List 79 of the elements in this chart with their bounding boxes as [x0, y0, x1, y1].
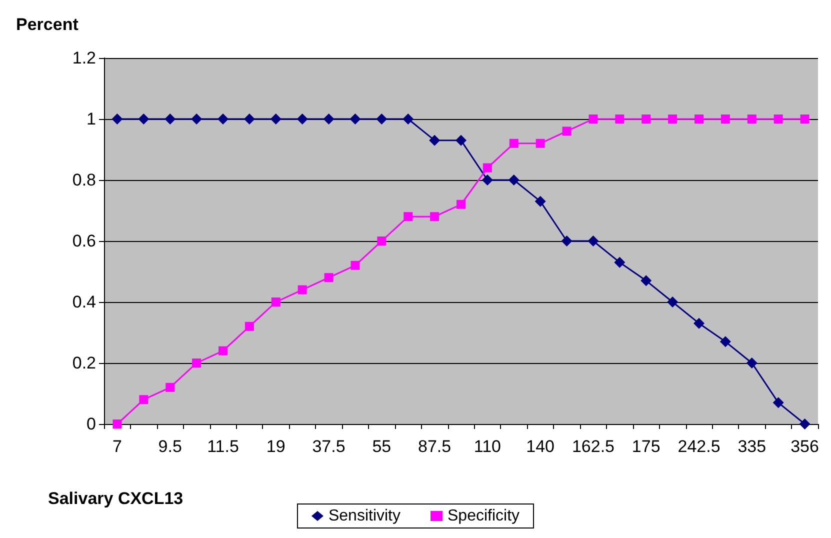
- y-axis-title: Percent: [16, 15, 79, 34]
- y-tick-label: 0.8: [72, 170, 96, 190]
- legend-label: Specificity: [448, 508, 520, 524]
- point: [588, 236, 599, 246]
- point: [482, 163, 492, 172]
- point: [562, 126, 572, 136]
- x-tick-label: 162.5: [572, 437, 614, 456]
- x-tick-label: 356: [790, 437, 819, 456]
- point: [270, 114, 282, 124]
- point: [694, 114, 704, 124]
- point: [456, 200, 466, 209]
- point: [404, 212, 413, 222]
- point: [429, 134, 440, 146]
- x-tick-label: 55: [372, 437, 392, 456]
- point: [298, 285, 307, 294]
- x-tick-label: 9.5: [158, 437, 182, 456]
- y-tick-label: 0.2: [72, 354, 96, 372]
- x-axis-title: Salivary CXCL13: [48, 489, 184, 508]
- point: [139, 395, 148, 404]
- point: [534, 196, 546, 207]
- point: [667, 296, 678, 308]
- point: [138, 114, 150, 124]
- point: [376, 114, 388, 124]
- x-tick-label: 242.5: [678, 437, 720, 456]
- point: [377, 236, 386, 246]
- x-tick-label: 37.5: [312, 437, 346, 456]
- point: [642, 114, 651, 124]
- point: [720, 114, 730, 124]
- x-tick-label: 7: [112, 437, 122, 456]
- point: [456, 134, 466, 146]
- point: [561, 236, 572, 246]
- point: [112, 420, 122, 428]
- point: [615, 114, 624, 124]
- y-tick-label: 0: [86, 414, 96, 434]
- point: [350, 114, 361, 124]
- point: [668, 114, 678, 124]
- point: [430, 212, 440, 222]
- point: [747, 114, 756, 124]
- point: [614, 256, 626, 268]
- x-tick-label: 110: [474, 437, 501, 456]
- point: [508, 174, 520, 186]
- point: [271, 298, 280, 306]
- point: [536, 138, 545, 148]
- point: [350, 260, 360, 270]
- point: [720, 336, 731, 348]
- x-tick-label: 87.5: [418, 437, 452, 456]
- y-tick-label: 1: [86, 110, 96, 128]
- point: [774, 114, 783, 124]
- point: [218, 114, 228, 124]
- point: [164, 114, 176, 124]
- point: [588, 114, 598, 124]
- point: [694, 318, 704, 329]
- point: [772, 397, 784, 408]
- point: [799, 418, 810, 430]
- x-tick-label: 11.5: [207, 437, 239, 456]
- x-tick-label: 335: [738, 437, 766, 456]
- point: [482, 174, 493, 186]
- point: [244, 322, 254, 331]
- x-tick-label: 140: [526, 437, 555, 456]
- point: [166, 382, 175, 392]
- point: [191, 114, 202, 124]
- y-tick-label: 1.2: [72, 48, 96, 68]
- point: [244, 114, 255, 124]
- y-tick-label: 0.6: [72, 232, 96, 250]
- point: [323, 114, 334, 124]
- legend-label: Sensitivity: [328, 508, 401, 524]
- point: [218, 346, 228, 356]
- point: [800, 114, 810, 124]
- point: [746, 358, 758, 368]
- point: [402, 114, 414, 124]
- y-tick-label: 0.4: [72, 292, 96, 312]
- point: [324, 273, 334, 282]
- point: [640, 275, 652, 286]
- point: [509, 138, 518, 148]
- point: [296, 114, 308, 124]
- x-tick-label: 175: [632, 437, 660, 456]
- point: [192, 358, 202, 368]
- point: [112, 114, 123, 124]
- x-tick-label: 19: [266, 437, 286, 456]
